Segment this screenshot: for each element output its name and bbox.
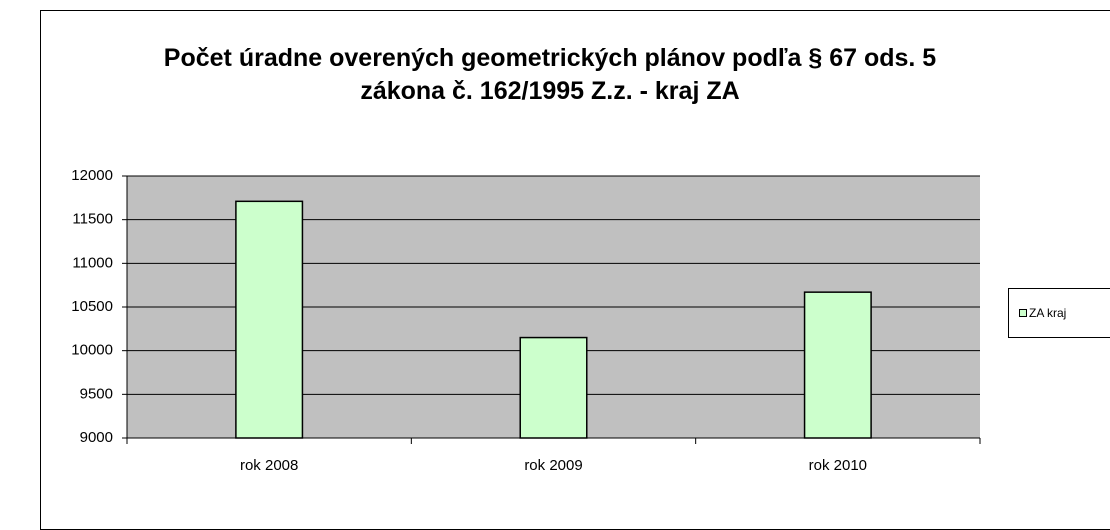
x-tick-label: rok 2009 — [524, 457, 582, 474]
page: Počet úradne overených geometrických plá… — [40, 10, 1110, 530]
y-tick-label: 9000 — [80, 429, 113, 446]
y-tick-label: 12000 — [71, 167, 113, 184]
y-tick-label: 11000 — [72, 254, 113, 271]
legend-label: ZA kraj — [1029, 306, 1067, 320]
chart-title: Počet úradne overených geometrických plá… — [163, 44, 937, 105]
bar — [519, 336, 588, 439]
y-tick-label: 9500 — [80, 385, 113, 402]
legend-swatch — [1019, 309, 1027, 317]
chart: 9000 9500 10000 10500 11000 11500 12000 rok 200… — [71, 167, 981, 474]
y-tick-label: 11500 — [72, 211, 113, 228]
bar — [803, 291, 872, 439]
y-tick-label: 10500 — [71, 298, 113, 315]
y-tick-label: 10000 — [71, 342, 113, 359]
legend: ZA kraj — [1008, 288, 1110, 338]
x-tick-label: rok 2008 — [240, 457, 298, 474]
x-tick-label: rok 2010 — [809, 457, 867, 474]
bar — [235, 200, 304, 439]
